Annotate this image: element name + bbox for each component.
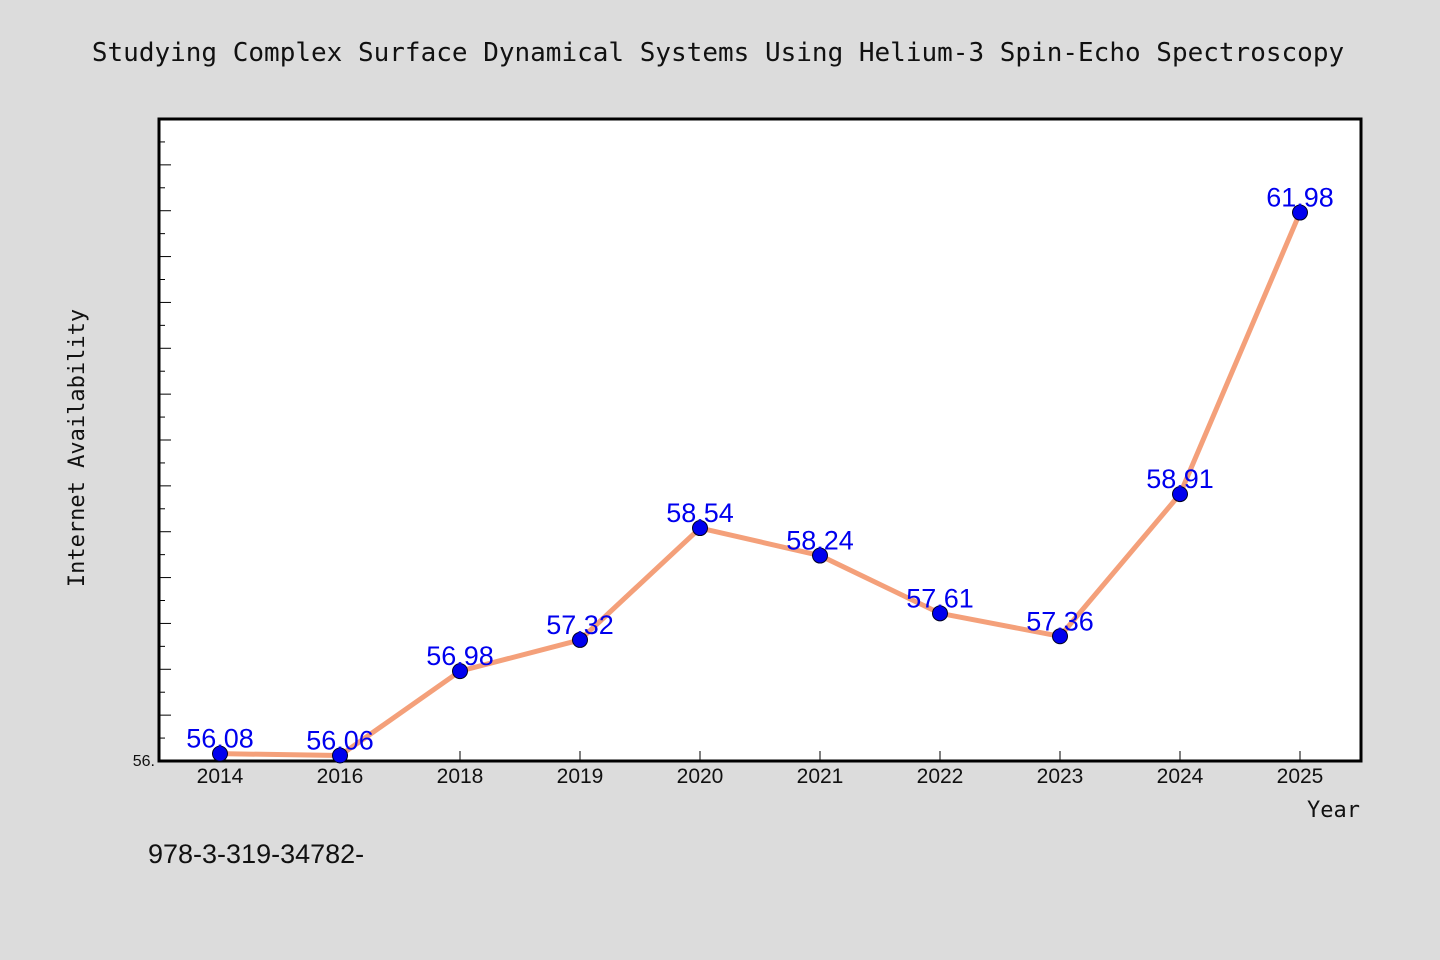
data-point: [932, 605, 948, 622]
data-label: 57.36: [1026, 606, 1094, 636]
data-point: [1292, 204, 1308, 221]
x-tick-label: 2019: [557, 765, 604, 788]
data-label: 61.98: [1266, 183, 1334, 213]
data-point: [1052, 628, 1068, 645]
data-label: 56.08: [186, 724, 254, 754]
data-point: [332, 747, 348, 764]
series-layer: 56.08 56.06 56.98 57.32 58.54 58.24 57.61 57.36…: [186, 183, 1334, 764]
data-label: 57.32: [546, 610, 614, 640]
x-tick-label: 2018: [437, 765, 484, 788]
x-tick-label: 2024: [1157, 765, 1204, 788]
x-axis: 2014 2016 2018 2019 2020 2021 2022 2023 2024 2025: [197, 751, 1324, 788]
footer-text: 978-3-319-34782-: [148, 839, 364, 869]
data-label: 58.54: [666, 498, 734, 528]
y-axis-ticks: [159, 141, 171, 739]
data-point: [1172, 486, 1188, 503]
y-axis-label: Internet Availability: [65, 309, 90, 587]
data-label: 56.06: [306, 725, 374, 755]
x-tick-label: 2020: [677, 765, 724, 788]
data-label: 57.61: [906, 583, 974, 613]
data-point: [692, 520, 708, 537]
data-label: 58.24: [786, 526, 854, 556]
x-tick-label: 2025: [1277, 765, 1324, 788]
y-tick-label: 56.: [133, 753, 155, 770]
chart-title: Studying Complex Surface Dynamical Syste…: [92, 38, 1344, 68]
plot-area: [157, 117, 1363, 763]
x-axis-label: Year: [1307, 798, 1360, 823]
x-tick-label: 2014: [197, 765, 244, 788]
series-line: [217, 210, 1303, 758]
x-tick-label: 2022: [917, 765, 964, 788]
data-label: 58.91: [1146, 464, 1214, 494]
data-point: [812, 547, 828, 564]
x-tick-label: 2016: [317, 765, 364, 788]
x-tick-label: 2021: [797, 765, 844, 788]
data-point: [572, 631, 588, 648]
data-label: 56.98: [426, 641, 494, 671]
x-tick-label: 2023: [1037, 765, 1084, 788]
data-point: [452, 663, 468, 680]
data-point: [212, 745, 228, 762]
